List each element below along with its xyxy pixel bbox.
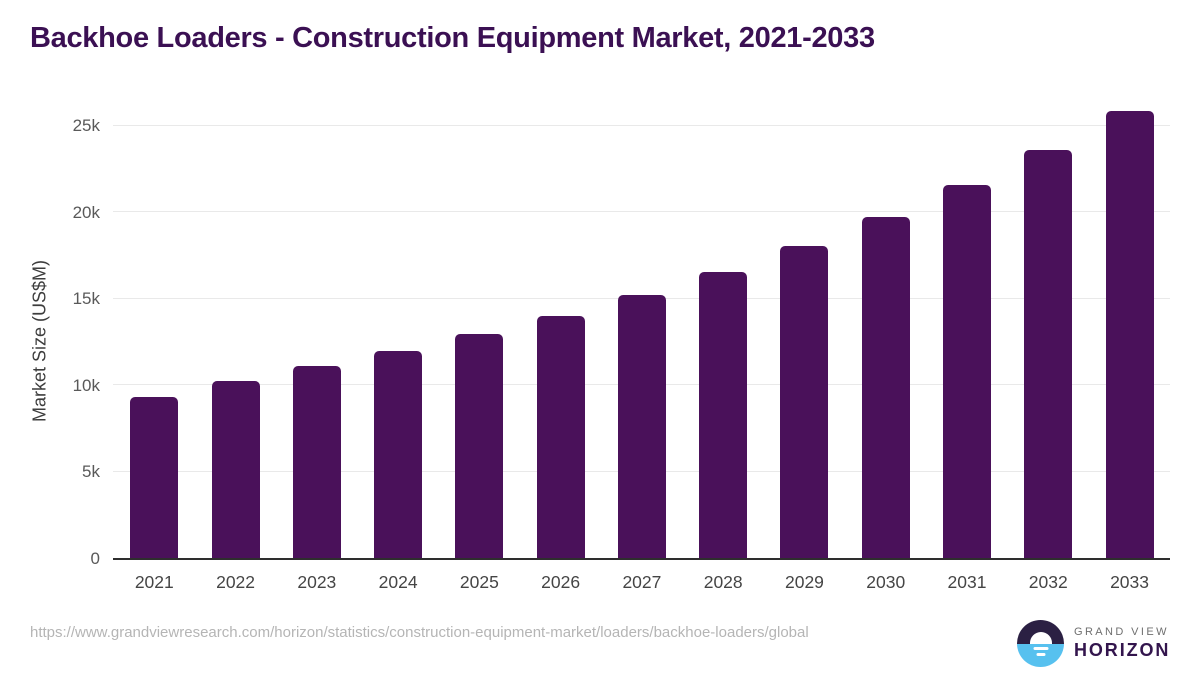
y-tick-label-25k: 25k — [72, 116, 100, 135]
bar-2031 — [943, 185, 991, 558]
bar-2022 — [211, 380, 260, 558]
bar-2023 — [292, 365, 341, 558]
logo-text: GRAND VIEW HORIZON — [1074, 626, 1170, 661]
y-tick-label-20k: 20k — [72, 202, 100, 222]
x-tick-label-2032: 2032 — [1028, 572, 1068, 592]
y-tick-label-5k: 5k — [82, 462, 100, 481]
x-tick-label-2024: 2024 — [378, 572, 418, 592]
x-tick-label-2025: 2025 — [459, 572, 499, 592]
sun-horizon-icon — [1017, 620, 1064, 667]
bar-2024 — [374, 351, 423, 558]
source-url: https://www.grandviewresearch.com/horizo… — [30, 624, 809, 641]
bar-2027 — [617, 295, 666, 558]
x-tick-label-2033: 2033 — [1110, 572, 1149, 592]
x-tick-label-2029: 2029 — [784, 572, 824, 592]
x-tick-label-2028: 2028 — [703, 572, 743, 592]
gridline-25k — [113, 124, 1170, 126]
x-tick-label-2021: 2021 — [134, 572, 174, 592]
bar-2032 — [1024, 149, 1073, 558]
gridline-20k — [113, 211, 1170, 212]
logo-sun-shape — [1029, 632, 1052, 644]
x-tick-label-2030: 2030 — [866, 572, 906, 592]
logo-reflection-stripe — [1036, 652, 1045, 656]
bar-2025 — [455, 333, 504, 558]
y-tick-label-0: 0 — [90, 548, 100, 568]
x-tick-label-2027: 2027 — [622, 572, 662, 592]
logo-sky-half — [1017, 620, 1064, 644]
bar-2033 — [1105, 110, 1154, 558]
x-tick-label-2023: 2023 — [297, 572, 337, 592]
logo-horizon-text: HORIZON — [1074, 640, 1171, 660]
x-tick-label-2031: 2031 — [947, 572, 987, 592]
y-axis-label: Market Size (US$M) — [29, 259, 50, 423]
grand-view-horizon-logo: GRAND VIEW HORIZON — [1017, 620, 1170, 667]
bar-2029 — [780, 245, 829, 558]
bar-2030 — [861, 217, 910, 558]
y-tick-label-10k: 10k — [72, 375, 100, 395]
x-tick-label-2026: 2026 — [541, 572, 581, 592]
chart-title: Backhoe Loaders - Construction Equipment… — [30, 22, 875, 54]
logo-reflection-stripe — [1033, 646, 1048, 650]
plot-area — [113, 108, 1170, 560]
x-tick-label-2022: 2022 — [216, 572, 256, 592]
bar-2026 — [536, 315, 585, 558]
bar-2021 — [130, 397, 179, 558]
bar-2028 — [699, 271, 748, 558]
logo-grand-view-text: GRAND VIEW — [1074, 626, 1169, 638]
x-axis-line — [113, 558, 1170, 560]
y-tick-label-15k: 15k — [72, 289, 100, 308]
